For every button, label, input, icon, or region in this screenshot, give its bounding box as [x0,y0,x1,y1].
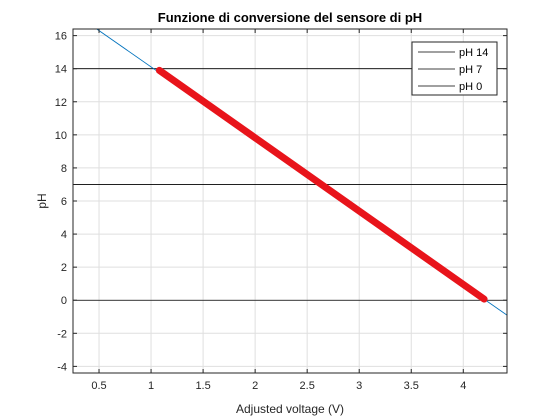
x-tick-label: 1.5 [195,380,210,392]
y-tick-label: -2 [57,328,67,340]
legend-entry-label: pH 14 [459,47,488,59]
x-tick-label: 3.5 [404,380,419,392]
y-tick-label: 16 [55,31,67,43]
legend-entry-label: pH 7 [459,64,482,76]
y-tick-label: 0 [61,295,67,307]
y-tick-label: 2 [61,262,67,274]
x-axis-ticks: 0.5 1 1.5 2 2.5 3 3.5 4 [91,29,466,392]
measured-conversion-line [155,66,488,303]
x-tick-label: 2.5 [300,380,315,392]
y-tick-label: 12 [55,97,67,109]
y-tick-label: 14 [55,64,67,76]
y-tick-label: 4 [61,229,67,241]
x-tick-label: 0.5 [91,380,106,392]
data-series [95,29,507,316]
y-axis-ticks: -4 -2 0 2 4 6 8 10 12 14 16 [55,31,507,373]
x-tick-label: 4 [460,380,466,392]
legend: pH 14 pH 7 pH 0 [411,41,498,96]
y-tick-label: 6 [61,196,67,208]
x-axis-label: Adjusted voltage (V) [236,402,344,416]
x-tick-label: 3 [356,380,362,392]
y-tick-label: 10 [55,130,67,142]
y-tick-label: -4 [57,361,67,373]
x-tick-label: 2 [252,380,258,392]
y-tick-label: 8 [61,163,67,175]
legend-entry-label: pH 0 [459,81,482,93]
y-axis-label: pH [35,193,49,208]
chart-title: Funzione di conversione del sensore di p… [158,10,422,25]
x-tick-label: 1 [148,380,154,392]
